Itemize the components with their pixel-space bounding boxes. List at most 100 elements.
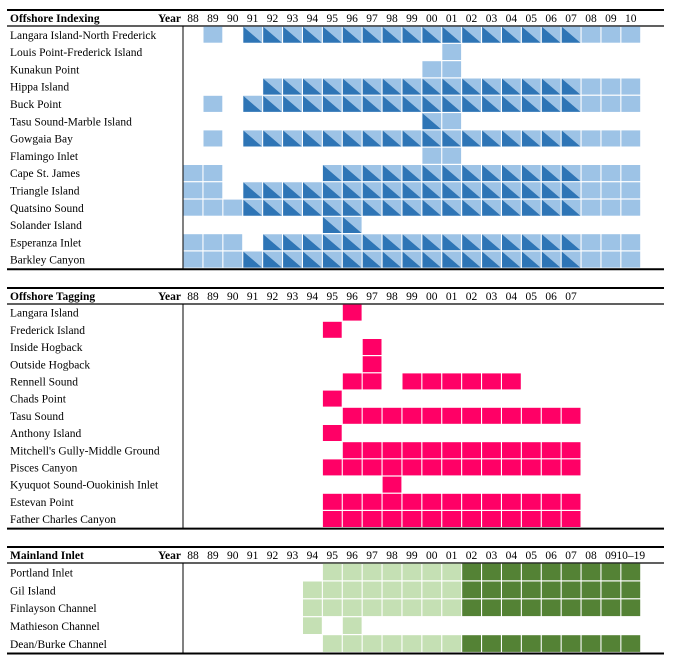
cell-split [263,95,282,112]
cell-light [442,581,462,599]
cell-split-lower [362,234,382,251]
cell-split-upper [243,130,263,147]
cell-split-lower [442,165,462,182]
cell-split-upper [303,199,322,216]
cell-filled [502,511,521,527]
cell-split-lower [561,95,581,112]
cell-split [322,234,342,251]
cell-split-lower [342,182,362,199]
cell-split [541,95,561,112]
year-header: Year [158,550,181,562]
cell-split-lower [402,199,422,216]
site-label: Finlayson Channel [10,603,97,615]
year-tick-label: 94 [307,13,319,25]
cell-split [442,165,462,182]
cell-filled [521,511,541,527]
cell-split [342,199,362,216]
cell-split-lower [322,95,342,112]
cell-split-upper [243,182,263,199]
year-tick-label: 94 [307,291,319,303]
cell-split-upper [283,199,302,216]
cell-light [382,599,402,617]
cell-light [422,147,442,164]
cell-split [303,251,322,268]
cell-split-lower [462,251,481,268]
cell-light [621,165,641,182]
cell-split-lower [322,78,342,95]
site-label: Estevan Point [10,497,74,509]
cell-light [203,182,223,199]
cell-split [263,234,282,251]
year-tick-label: 00 [426,550,438,562]
cell-split-lower [422,26,442,43]
cell-filled [322,425,342,441]
cell-split-lower [362,251,382,268]
cell-split-lower [283,95,302,112]
cell-filled [422,459,442,476]
cell-split-lower [263,199,282,216]
cell-split-lower [342,251,362,268]
cell-dark [462,563,481,581]
cell-split-upper [422,234,442,251]
cell-split-upper [382,78,402,95]
cell-split-upper [541,78,561,95]
year-tick-label: 92 [267,13,279,25]
cell-split [342,78,362,95]
cell-dark [502,581,521,599]
cell-split-lower [342,130,362,147]
panel-title: Offshore Tagging [10,291,95,303]
cell-dark [482,581,501,599]
cell-light [223,251,243,268]
cell-split-upper [482,251,501,268]
cell-split-upper [382,182,402,199]
cell-split [322,251,342,268]
cell-filled [502,407,521,424]
cell-light [303,599,322,617]
cell-split-lower [442,182,462,199]
site-label: Flamingo Inlet [10,151,79,163]
year-tick-label: 09 [605,550,617,562]
cell-split-lower [283,26,302,43]
cell-light [581,26,601,43]
cell-split-lower [561,251,581,268]
cell-split-lower [342,199,362,216]
cell-filled [502,373,521,390]
cell-filled [382,459,402,476]
cell-split [422,251,442,268]
cell-split [482,182,501,199]
cell-dark [541,563,561,581]
cell-filled [422,493,442,510]
cell-split-lower [502,234,521,251]
cell-split-lower [402,251,422,268]
cell-light [442,563,462,581]
cell-split [561,182,581,199]
year-tick-label: 03 [486,291,498,303]
cell-split [402,251,422,268]
cell-filled [442,407,462,424]
cell-light [382,563,402,581]
cell-dark [581,599,601,617]
cell-split-lower [382,182,402,199]
cell-filled [521,493,541,510]
cell-split-upper [482,199,501,216]
cell-split-upper [482,182,501,199]
cell-split [283,251,302,268]
site-label: Father Charles Canyon [10,514,116,526]
cell-split [422,234,442,251]
cell-filled [502,459,521,476]
cell-split [342,95,362,112]
year-tick-label: 05 [526,291,538,303]
cell-split [362,95,382,112]
cell-light [581,78,601,95]
cell-split [303,182,322,199]
cell-split-upper [442,78,462,95]
cell-split [322,199,342,216]
cell-split [402,78,422,95]
cell-split-lower [521,251,541,268]
cell-split-upper [382,199,402,216]
cell-filled [382,476,402,493]
cell-split-upper [541,182,561,199]
cell-filled [362,356,382,373]
cell-split-lower [521,78,541,95]
